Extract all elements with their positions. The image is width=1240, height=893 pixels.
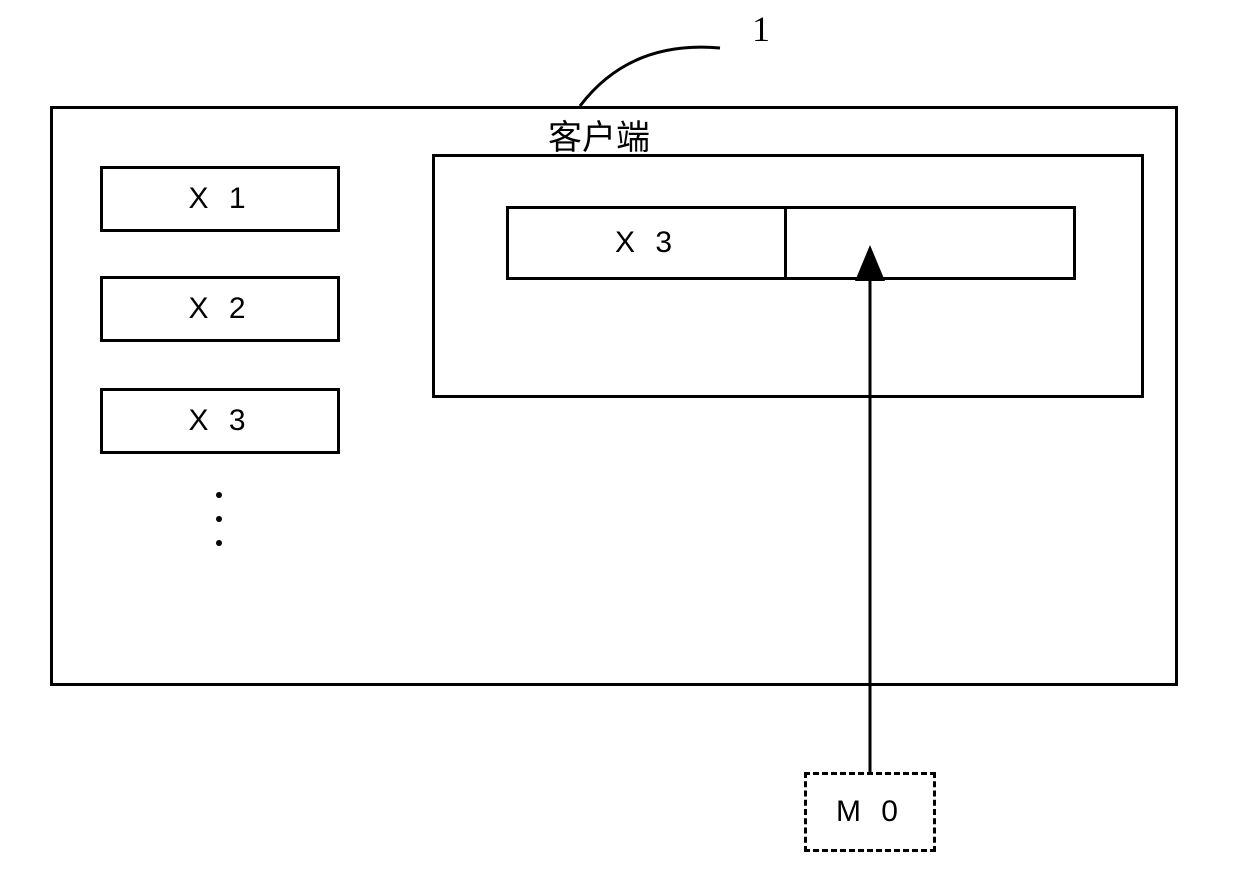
arrow-m0-to-input xyxy=(0,0,1240,893)
m0-dashed-box: M 0 xyxy=(804,772,936,852)
m0-label: M 0 xyxy=(836,795,904,829)
diagram-container: 1 客户端 X 1 X 2 X 3 X 3 M 0 xyxy=(0,0,1240,893)
